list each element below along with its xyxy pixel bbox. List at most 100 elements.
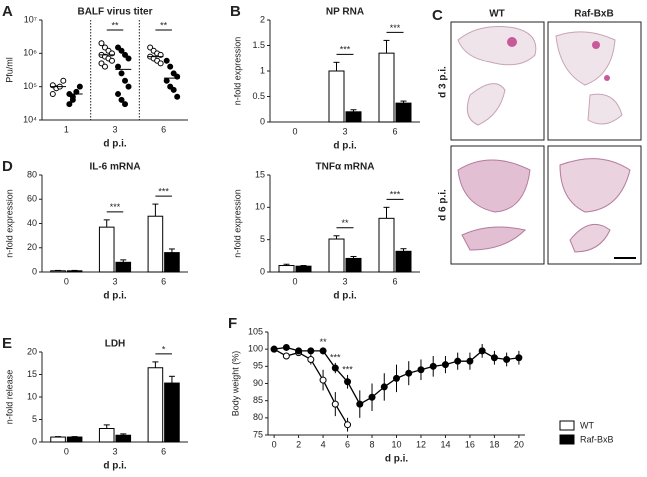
y-axis-label: n-fold expression <box>4 189 14 258</box>
bar <box>345 111 362 123</box>
tissue <box>587 93 623 125</box>
y-axis-label: Body weight (%) <box>230 351 240 417</box>
bar <box>98 226 115 273</box>
point <box>125 83 132 90</box>
x-tick-label: 6 <box>161 446 166 456</box>
point <box>282 352 290 360</box>
chart-title: NP RNA <box>326 7 364 18</box>
significance: ** <box>341 218 349 228</box>
point <box>344 421 352 429</box>
tissue <box>457 26 537 66</box>
lesion <box>507 37 517 47</box>
y-tick-label: 95 <box>253 361 263 371</box>
y-tick-label: 0.5 <box>252 91 265 101</box>
y-tick-label: 60 <box>27 194 37 204</box>
y-tick-label: 10⁴ <box>23 114 37 124</box>
x-tick-label: 6 <box>161 124 166 134</box>
point <box>319 376 327 384</box>
tissue <box>555 31 616 86</box>
y-tick-label: 85 <box>253 395 263 405</box>
column-label: Raf-BxB <box>574 9 613 20</box>
point <box>115 63 122 70</box>
bar <box>328 70 345 123</box>
y-tick-label: 10⁷ <box>24 14 37 24</box>
y-tick-label: 15 <box>27 369 37 379</box>
bar <box>50 436 66 443</box>
point <box>60 77 67 84</box>
chart-title: BALF virus titer <box>77 7 152 18</box>
x-tick-label: 20 <box>514 439 524 449</box>
y-tick-label: 105 <box>248 326 263 336</box>
y-tick-label: 20 <box>27 242 37 252</box>
x-tick-label: 18 <box>489 439 499 449</box>
x-tick-label: 1 <box>64 124 69 134</box>
point <box>163 77 170 84</box>
significance: *** <box>330 352 341 362</box>
y-tick-label: 1 <box>260 65 265 75</box>
x-axis-label: d p.i. <box>103 139 127 150</box>
bar <box>164 382 180 443</box>
bar <box>278 265 295 273</box>
point <box>454 357 462 365</box>
tissue <box>457 159 531 213</box>
y-tick-label: 10 <box>255 202 265 212</box>
x-tick-label: 0 <box>292 276 297 286</box>
point <box>101 63 108 70</box>
point <box>490 354 498 362</box>
x-tick-label: 2 <box>296 439 301 449</box>
significance: *** <box>340 45 351 55</box>
point <box>307 355 315 363</box>
point <box>170 86 177 93</box>
x-tick-label: 14 <box>440 439 450 449</box>
y-axis-label: Pfu/ml <box>4 57 14 83</box>
bar <box>115 434 132 443</box>
panel-letter: A <box>2 3 13 20</box>
y-tick-label: 20 <box>27 346 37 356</box>
chart-title: LDH <box>105 339 126 350</box>
x-tick-label: 3 <box>112 124 117 134</box>
column-label: WT <box>489 9 505 20</box>
y-tick-label: 0 <box>260 116 265 126</box>
bar <box>66 270 83 273</box>
bar <box>345 257 362 273</box>
point <box>331 364 339 372</box>
y-tick-label: 5 <box>32 414 37 424</box>
point <box>115 91 122 98</box>
x-axis-label: d p.i. <box>333 291 357 302</box>
y-tick-label: 40 <box>27 218 37 228</box>
x-tick-label: 12 <box>416 439 426 449</box>
point <box>515 354 523 362</box>
y-tick-label: 5 <box>260 234 265 244</box>
x-tick-label: 8 <box>370 439 375 449</box>
point <box>174 93 181 100</box>
x-tick-label: 16 <box>465 439 475 449</box>
point <box>380 383 388 391</box>
legend-label: WT <box>580 420 594 430</box>
panel-letter: B <box>230 3 241 20</box>
point <box>405 369 413 377</box>
point <box>125 55 132 62</box>
point <box>118 96 125 103</box>
point <box>157 60 164 67</box>
x-tick-label: 6 <box>392 276 397 286</box>
point <box>429 362 437 370</box>
x-axis-label: d p.i. <box>333 141 357 152</box>
legend-label: Raf-BxB <box>580 434 614 444</box>
y-axis-label: n-fold release <box>4 370 14 425</box>
significance: *** <box>342 364 353 374</box>
y-tick-label: 75 <box>253 429 263 439</box>
significance: ** <box>111 20 119 30</box>
bar <box>378 217 395 273</box>
x-tick-label: 3 <box>112 276 117 286</box>
panel-letter: E <box>2 335 12 352</box>
bar <box>98 428 115 443</box>
bar <box>378 52 395 123</box>
point <box>307 347 315 355</box>
x-axis-label: d p.i. <box>103 461 127 472</box>
panel-letter: D <box>2 158 13 175</box>
point <box>49 91 56 98</box>
x-tick-label: 6 <box>392 126 397 136</box>
bar <box>147 215 164 273</box>
x-tick-label: 0 <box>64 446 69 456</box>
